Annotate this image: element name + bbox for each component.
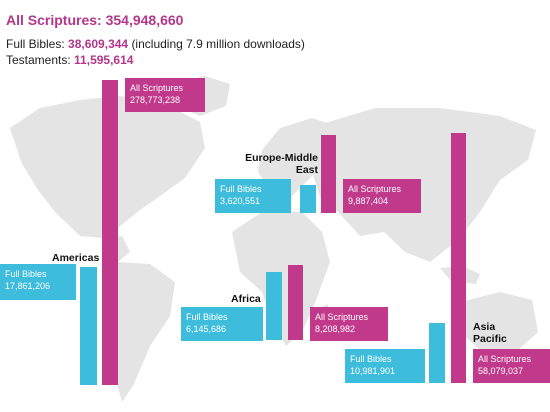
label-box-bg-all-scriptures-asia-pacific bbox=[473, 349, 550, 383]
label-box-all-scriptures-asia-pacific: All Scriptures 58,079,037 bbox=[473, 349, 550, 383]
label-box-bg-full-bibles-americas bbox=[0, 264, 76, 300]
label-text-full-bibles-africa-1: 6,145,686 bbox=[186, 324, 226, 334]
title-value: 354,948,660 bbox=[105, 12, 184, 28]
labels-layer: Full Bibles 17,861,206 All Scriptures 278,7… bbox=[0, 78, 550, 383]
label-text-all-scriptures-asia-pacific-1: 58,079,037 bbox=[478, 366, 523, 376]
full-bibles-summary-label: Full Bibles: bbox=[6, 37, 65, 51]
label-box-bg-all-scriptures-europe-middle-east bbox=[343, 179, 421, 213]
label-text-full-bibles-africa-0: Full Bibles bbox=[186, 312, 228, 322]
label-text-full-bibles-americas-0: Full Bibles bbox=[5, 269, 47, 279]
region-name-europe-middle-east-1: East bbox=[296, 164, 319, 176]
bar-full-bibles-africa bbox=[266, 272, 282, 340]
label-box-full-bibles-europe-middle-east: Full Bibles 3,620,551 bbox=[215, 179, 291, 213]
label-box-bg-all-scriptures-africa bbox=[310, 307, 388, 341]
full-bibles-summary-note: (including 7.9 million downloads) bbox=[131, 37, 305, 51]
bar-all-scriptures-americas bbox=[102, 80, 118, 385]
region-name-americas-0: Americas bbox=[52, 252, 99, 264]
label-box-bg-full-bibles-africa bbox=[181, 307, 263, 341]
label-box-all-scriptures-americas: All Scriptures 278,773,238 bbox=[125, 78, 205, 112]
bar-full-bibles-asia-pacific bbox=[429, 323, 445, 383]
map-australia bbox=[460, 292, 538, 352]
region-name-europe-middle-east-0: Europe-Middle bbox=[245, 152, 318, 164]
label-text-all-scriptures-americas-0: All Scriptures bbox=[130, 83, 184, 93]
label-box-bg-all-scriptures-americas bbox=[125, 78, 205, 112]
page-title: All Scriptures: 354,948,660 bbox=[6, 12, 183, 28]
label-text-all-scriptures-asia-pacific-0: All Scriptures bbox=[478, 354, 532, 364]
label-box-bg-full-bibles-europe-middle-east bbox=[215, 179, 291, 213]
label-text-full-bibles-europe-middle-east-1: 3,620,551 bbox=[220, 196, 260, 206]
label-text-all-scriptures-europe-middle-east-0: All Scriptures bbox=[348, 184, 402, 194]
full-bibles-summary-value: 38,609,344 bbox=[68, 37, 129, 51]
map-europe bbox=[258, 118, 330, 196]
label-box-all-scriptures-africa: All Scriptures 8,208,982 bbox=[310, 307, 388, 341]
label-text-full-bibles-asia-pacific-0: Full Bibles bbox=[350, 354, 392, 364]
bar-all-scriptures-asia-pacific bbox=[451, 133, 466, 383]
label-box-bg-full-bibles-asia-pacific bbox=[345, 349, 425, 383]
bar-all-scriptures-europe-middle-east bbox=[321, 135, 336, 213]
label-text-full-bibles-asia-pacific-1: 10,981,901 bbox=[350, 366, 395, 376]
label-text-full-bibles-europe-middle-east-0: Full Bibles bbox=[220, 184, 262, 194]
bar-full-bibles-europe-middle-east bbox=[300, 185, 316, 213]
map-asia bbox=[312, 108, 536, 262]
label-text-all-scriptures-americas-1: 278,773,238 bbox=[130, 95, 180, 105]
region-name-africa-0: Africa bbox=[231, 293, 261, 305]
testaments-summary-label: Testaments: bbox=[6, 53, 71, 67]
label-text-all-scriptures-africa-0: All Scriptures bbox=[315, 312, 369, 322]
label-text-all-scriptures-europe-middle-east-1: 9,887,404 bbox=[348, 196, 388, 206]
region-name-asia-pacific-1: Pacific bbox=[473, 333, 507, 345]
label-box-full-bibles-africa: Full Bibles 6,145,686 bbox=[181, 307, 263, 341]
full-bibles-summary: Full Bibles: 38,609,344 (including 7.9 m… bbox=[6, 37, 305, 51]
label-text-all-scriptures-africa-1: 8,208,982 bbox=[315, 324, 355, 334]
label-text-full-bibles-americas-1: 17,861,206 bbox=[5, 281, 50, 291]
map-south-america bbox=[106, 262, 175, 402]
label-box-all-scriptures-europe-middle-east: All Scriptures 9,887,404 bbox=[343, 179, 421, 213]
title-label: All Scriptures: bbox=[6, 12, 102, 28]
bar-full-bibles-americas bbox=[80, 267, 97, 385]
region-name-asia-pacific-0: Asia bbox=[473, 321, 495, 333]
bar-all-scriptures-africa bbox=[288, 265, 303, 340]
label-box-full-bibles-asia-pacific: Full Bibles 10,981,901 bbox=[345, 349, 425, 383]
label-box-full-bibles-americas: Full Bibles 17,861,206 bbox=[0, 264, 76, 300]
bars-layer bbox=[80, 80, 466, 385]
testaments-summary-value: 11,595,614 bbox=[74, 53, 134, 67]
testaments-summary: Testaments: 11,595,614 bbox=[6, 53, 133, 67]
